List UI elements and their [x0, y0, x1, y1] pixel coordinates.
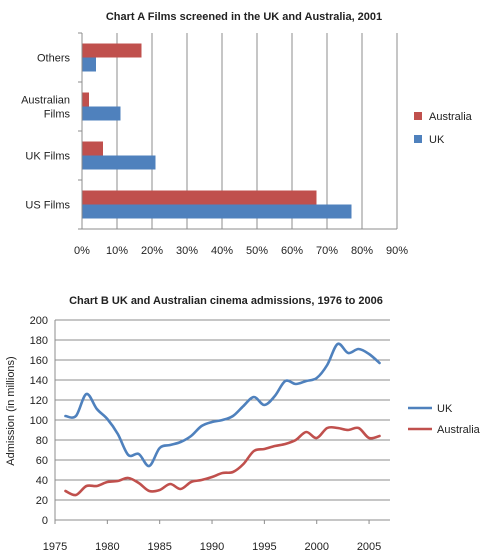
chart-b-series-lines [64, 342, 381, 497]
chart-b-x-tick-labels: 1975 1980 1985 1990 1995 2000 2005 [43, 541, 382, 550]
chart-b-y-tick-label: 40 [36, 475, 48, 487]
chart-b-x-tick-label: 2000 [304, 541, 328, 550]
chart-a-category-label: US Films [25, 200, 70, 212]
chart-b-y-axis-title: Admission (in millions) [5, 356, 17, 465]
chart-a-legend-swatch [414, 112, 422, 120]
chart-b-series-line [64, 425, 381, 497]
chart-b-x-tick-label: 1990 [200, 541, 224, 550]
chart-a-x-tick-label: 10% [106, 245, 128, 257]
chart-a-category-label: Films [44, 109, 71, 121]
chart-a-bar [82, 141, 103, 156]
chart-b-y-tick-label: 60 [36, 455, 48, 467]
chart-a-x-tick-label: 50% [246, 245, 268, 257]
chart-a-x-tick-label: 90% [386, 245, 408, 257]
chart-a-legend-label: UK [429, 134, 445, 146]
chart-a-legend: Australia UK [414, 111, 473, 146]
chart-a-gridlines [81, 33, 398, 229]
chart-b-y-tick-label: 140 [30, 375, 48, 387]
chart-a-bar [82, 106, 121, 121]
chart-a-bar [82, 43, 142, 58]
chart-b-y-tick-label: 180 [30, 335, 48, 347]
chart-a-x-tick-label: 70% [316, 245, 338, 257]
chart-a-x-tick-label: 60% [281, 245, 303, 257]
chart-b-y-tick-label: 120 [30, 395, 48, 407]
chart-b-y-tick-label: 80 [36, 435, 48, 447]
chart-a-category-label: Others [37, 53, 71, 65]
chart-a-x-tick-labels: 0% 10% 20% 30% 40% 50% 60% 70% 80% 90% [74, 245, 408, 257]
chart-b-legend: UK Australia [408, 403, 481, 436]
chart-b-y-tick-label: 200 [30, 315, 48, 327]
chart-a-bar [82, 92, 89, 107]
chart-a-bar [82, 155, 156, 170]
chart-b-y-tick-label: 0 [42, 515, 48, 527]
chart-a-x-tick-label: 30% [176, 245, 198, 257]
chart-b-y-tick-labels: 0 20 40 60 80 100 120 140 160 180 200 [30, 315, 48, 527]
chart-a-legend-label: Australia [429, 111, 473, 123]
chart-a-bar [82, 57, 96, 72]
chart-a-x-tick-label: 40% [211, 245, 233, 257]
chart-a-x-tick-label: 20% [141, 245, 163, 257]
chart-b-x-tick-label: 1995 [252, 541, 276, 550]
chart-a-axes [78, 32, 397, 230]
chart-a-x-tick-label: 80% [351, 245, 373, 257]
chart-a-legend-swatch [414, 135, 422, 143]
chart-a-bars [82, 43, 352, 219]
chart-a-category-labels: Others Australian Films UK Films US Films [21, 53, 70, 212]
chart-a-x-tick-label: 0% [74, 245, 90, 257]
chart-b-x-tick-label: 2005 [357, 541, 381, 550]
chart-b-x-tick-label: 1975 [43, 541, 67, 550]
chart-b-title: Chart B UK and Australian cinema admissi… [69, 295, 383, 307]
chart-b-legend-label: UK [437, 403, 453, 415]
chart-b-x-tick-label: 1985 [147, 541, 171, 550]
chart-a-bar [82, 204, 352, 219]
chart-a-bar [82, 190, 317, 205]
chart-a-svg: Chart A Films screened in the UK and Aus… [21, 11, 473, 257]
chart-b-x-tick-label: 1980 [95, 541, 119, 550]
chart-b-axes [54, 320, 390, 524]
chart-a-title: Chart A Films screened in the UK and Aus… [106, 11, 382, 23]
chart-b-series-line [64, 342, 381, 468]
chart-b-y-tick-label: 20 [36, 495, 48, 507]
chart-a-category-label: Australian [21, 95, 70, 107]
chart-b-legend-label: Australia [437, 424, 481, 436]
chart-a-category-label: UK Films [25, 151, 70, 163]
chart-b-svg: Chart B UK and Australian cinema admissi… [5, 295, 481, 550]
chart-b-y-tick-label: 160 [30, 355, 48, 367]
chart-b-y-tick-label: 100 [30, 415, 48, 427]
